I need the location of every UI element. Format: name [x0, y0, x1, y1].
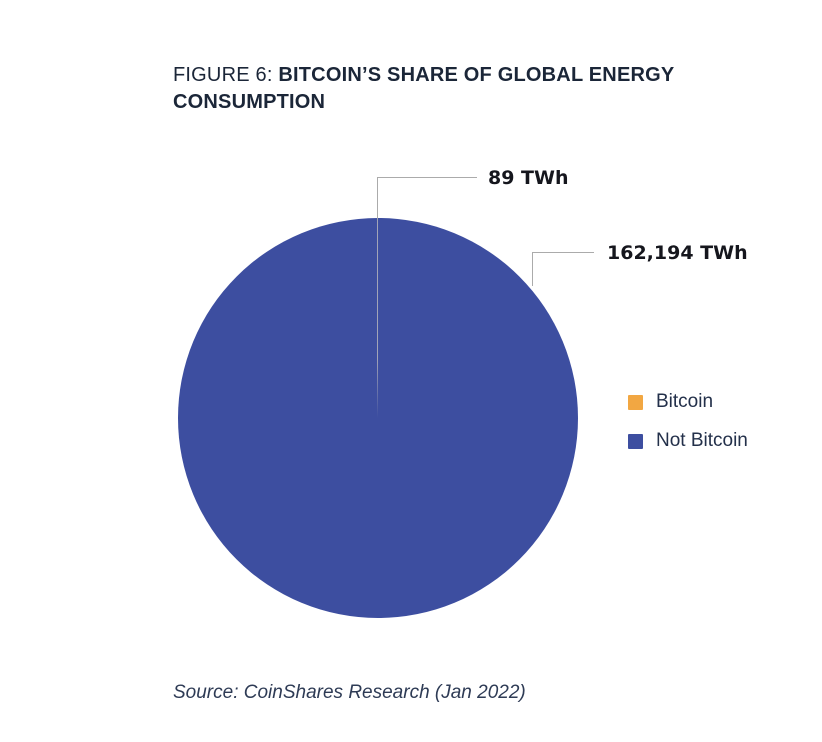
pie-slice-not-bitcoin — [178, 218, 578, 618]
source-note: Source: CoinShares Research (Jan 2022) — [173, 682, 526, 703]
callout-leader-not-bitcoin-horizontal — [532, 252, 594, 253]
callout-leader-bitcoin-vertical — [377, 177, 378, 219]
callout-label-bitcoin: 89 TWh — [488, 167, 569, 189]
figure-title: FIGURE 6: BITCOIN’S SHARE OF GLOBAL ENER… — [173, 62, 685, 116]
figure-number: FIGURE 6: — [173, 64, 279, 86]
callout-leader-bitcoin-horizontal — [377, 177, 477, 178]
legend-swatch-bitcoin — [628, 394, 643, 410]
figure-title-line2: CONSUMPTION — [173, 91, 326, 113]
callout-leader-not-bitcoin-vertical — [532, 252, 533, 286]
legend-item-not-bitcoin: Not Bitcoin — [628, 430, 748, 451]
legend-label-not-bitcoin: Not Bitcoin — [656, 430, 748, 451]
legend-item-bitcoin: Bitcoin — [628, 391, 748, 412]
legend-swatch-not-bitcoin — [628, 433, 643, 449]
callout-label-not-bitcoin: 162,194 TWh — [607, 242, 748, 264]
pie-slice-bitcoin-sliver — [377, 218, 378, 418]
legend: Bitcoin Not Bitcoin — [628, 391, 748, 472]
legend-label-bitcoin: Bitcoin — [656, 391, 714, 412]
figure-title-line1: BITCOIN’S SHARE OF GLOBAL ENERGY — [278, 64, 675, 86]
